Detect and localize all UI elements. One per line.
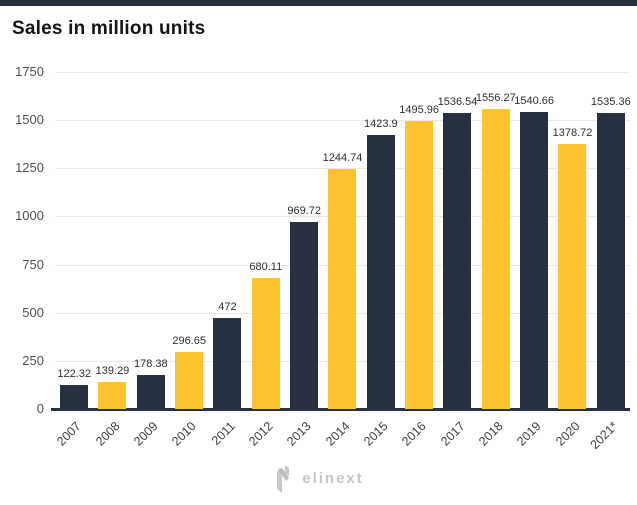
bar-group-2021*: 1535.36 2021* <box>588 72 631 452</box>
y-tick-label-500: 500 <box>22 304 44 320</box>
bar-group-2019: 1540.66 2019 <box>514 72 555 448</box>
x-tick-label-2020: 2020 <box>552 419 583 449</box>
bar-group-2011: 472 2011 <box>208 72 246 448</box>
bar-value-2018: 1556.27 <box>475 92 516 105</box>
gridline-1750 <box>55 72 630 73</box>
bar-2012 <box>251 278 280 409</box>
bar-value-2019: 1540.66 <box>514 95 555 108</box>
logo-wordmark: elinext <box>302 469 364 487</box>
x-tick-label-2021*: 2021* <box>587 419 621 453</box>
elinext-logo-icon <box>273 463 293 493</box>
bar-2018 <box>481 109 510 409</box>
x-tick-label-2016: 2016 <box>399 419 430 449</box>
bar-group-2008: 139.29 2008 <box>93 72 131 448</box>
bar-group-2012: 680.11 2012 <box>246 72 285 449</box>
y-tick-label-1500: 1500 <box>15 112 44 128</box>
bar-2009 <box>136 374 165 409</box>
x-tick-label-2015: 2015 <box>361 419 391 449</box>
x-tick-label-2011: 2011 <box>208 419 238 448</box>
bar-group-2018: 1556.27 2018 <box>475 72 516 448</box>
y-tick-label-1000: 1000 <box>15 208 44 224</box>
bar-2020 <box>558 143 587 409</box>
x-tick-label-2017: 2017 <box>437 419 468 449</box>
bar-group-2010: 296.65 2010 <box>170 72 208 449</box>
bar-value-2008: 139.29 <box>95 365 130 378</box>
bar-group-2015: 1423.9 2015 <box>361 72 400 449</box>
footer-logo: elinext <box>0 463 637 493</box>
bar-group-2007: 122.32 2007 <box>55 72 93 448</box>
bar-group-2014: 1244.74 2014 <box>322 72 363 448</box>
y-tick-label-250: 250 <box>22 352 44 368</box>
y-tick-label-1250: 1250 <box>15 160 44 176</box>
bar-group-2013: 969.72 2013 <box>285 72 323 448</box>
bar-value-2016: 1495.96 <box>399 103 440 116</box>
x-tick-label-2018: 2018 <box>476 419 506 449</box>
bar-value-2010: 296.65 <box>172 334 206 347</box>
x-tick-label-2013: 2013 <box>284 419 315 449</box>
bar-2007 <box>60 385 89 409</box>
x-tick-label-2007: 2007 <box>54 419 85 449</box>
x-tick-label-2009: 2009 <box>131 419 161 449</box>
bar-value-2009: 178.38 <box>133 357 168 370</box>
x-tick-label-2010: 2010 <box>169 419 200 449</box>
x-tick-label-2014: 2014 <box>322 419 353 449</box>
bar-group-2020: 1378.72 2020 <box>552 72 593 449</box>
bar-2017 <box>443 113 472 409</box>
x-axis-line <box>51 408 630 411</box>
x-tick-label-2019: 2019 <box>514 419 545 449</box>
bar-value-2015: 1423.9 <box>363 117 398 130</box>
bar-group-2017: 1536.54 2017 <box>437 72 478 448</box>
bar-2014 <box>328 169 357 409</box>
gridline-1250 <box>55 168 630 170</box>
bar-value-2020: 1378.72 <box>552 126 593 139</box>
bar-group-2016: 1495.96 2016 <box>399 72 440 449</box>
bar-value-2014: 1244.74 <box>322 152 363 165</box>
chart-title: Sales in million units <box>12 18 206 39</box>
bar-value-2021*: 1535.36 <box>590 96 631 109</box>
gridline-1500 <box>55 120 630 122</box>
bar-value-2017: 1536.54 <box>437 96 478 109</box>
bar-2008 <box>98 382 127 409</box>
bar-2013 <box>290 222 319 409</box>
x-tick-label-2008: 2008 <box>92 419 123 449</box>
bar-2016 <box>405 120 434 409</box>
bar-group-2009: 178.38 2009 <box>131 72 170 449</box>
y-tick-label-1750: 1750 <box>15 64 44 79</box>
bar-2021* <box>596 113 625 409</box>
bar-2011 <box>213 318 242 409</box>
bar-value-2013: 969.72 <box>287 205 321 218</box>
top-accent-bar <box>0 0 637 6</box>
plot-area: 122.32 2007 139.29 2008 178.38 2009 296.65 2010… <box>51 72 631 452</box>
bar-2019 <box>520 112 549 409</box>
bar-2010 <box>175 351 204 409</box>
y-tick-label-0: 0 <box>36 401 44 416</box>
x-tick-label-2012: 2012 <box>246 419 276 449</box>
bar-2015 <box>366 134 395 409</box>
y-tick-label-750: 750 <box>22 256 44 272</box>
bar-value-2011: 472 <box>218 301 237 314</box>
bar-value-2007: 122.32 <box>57 368 91 381</box>
bar-value-2012: 680.11 <box>249 261 283 274</box>
